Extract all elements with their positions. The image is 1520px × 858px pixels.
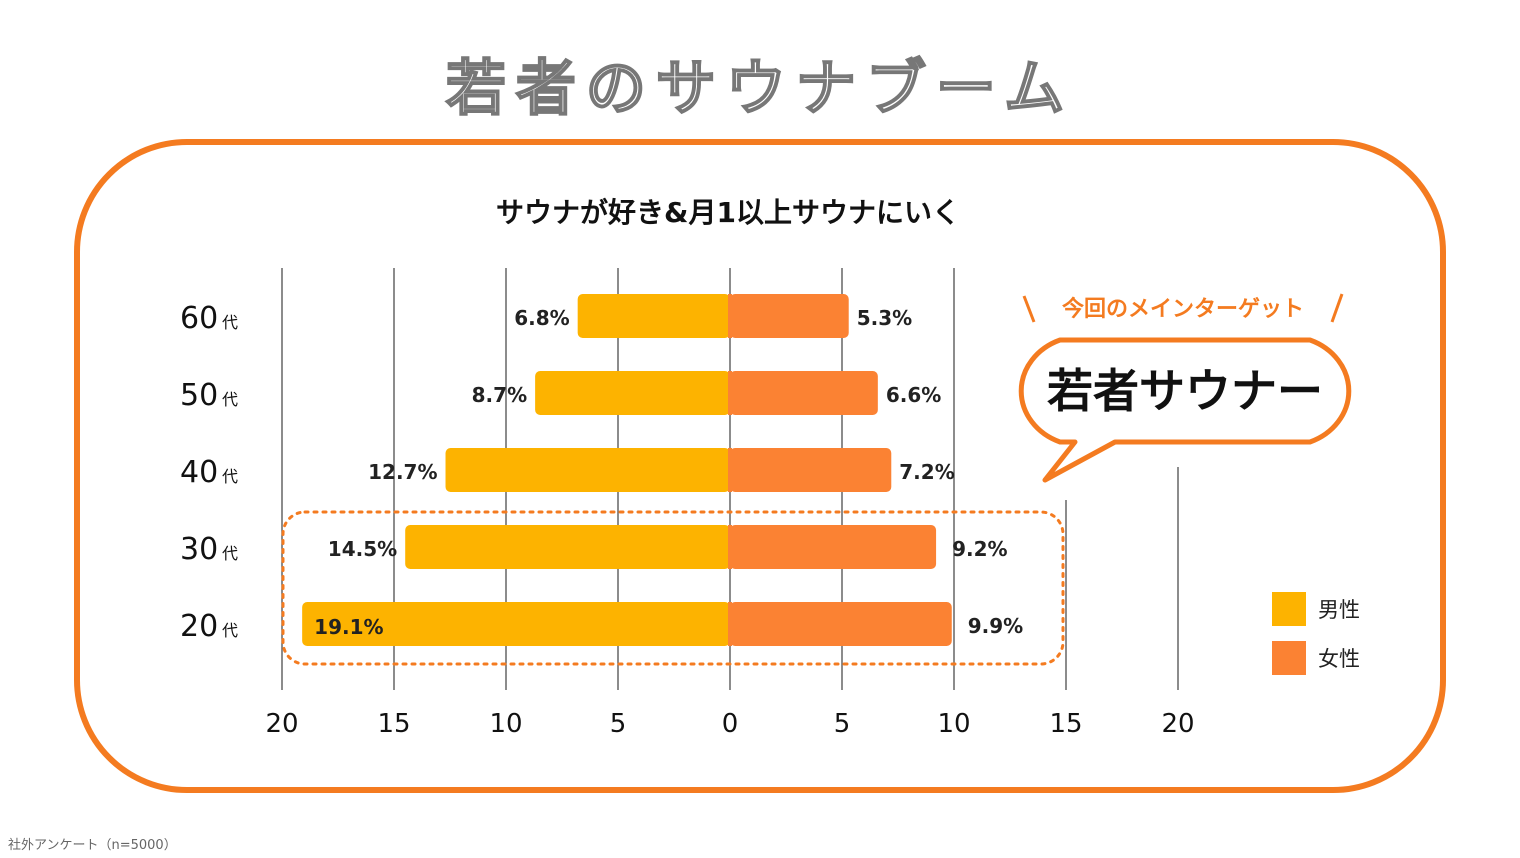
y-category-number: 20	[180, 609, 218, 644]
x-tick-label: 15	[377, 709, 410, 739]
x-tick-label: 0	[722, 709, 739, 739]
bar-female	[730, 371, 878, 415]
slash-right-icon	[1330, 293, 1344, 323]
y-category-suffix: 代	[222, 467, 238, 486]
chart-title: サウナが好き&月1以上サウナにいく	[496, 196, 960, 229]
bar-joint	[728, 371, 732, 415]
bar-joint	[728, 448, 732, 492]
data-label-female: 9.9%	[968, 614, 1023, 638]
legend-label-female: 女性	[1318, 647, 1360, 671]
data-label-female: 9.2%	[952, 537, 1007, 561]
slash-left-icon	[1022, 295, 1036, 323]
data-label-female: 7.2%	[899, 460, 954, 484]
callout-text: 若者サウナー	[1047, 364, 1323, 418]
callout-heading: 今回のメインターゲット	[1062, 296, 1304, 322]
bar-male	[445, 448, 730, 492]
bar-joint	[728, 602, 732, 646]
data-label-female: 5.3%	[857, 306, 912, 330]
bar-female	[730, 602, 952, 646]
legend-swatch-female	[1272, 641, 1306, 675]
bar-male	[302, 602, 730, 646]
legend-label-male: 男性	[1318, 598, 1360, 622]
x-tick-label: 10	[489, 709, 522, 739]
bar-female	[730, 448, 892, 492]
bar-female	[730, 294, 849, 338]
y-category-number: 60	[180, 301, 218, 336]
data-label-male: 6.8%	[514, 306, 569, 330]
speech-bubble	[1018, 337, 1352, 483]
bar-joint	[728, 294, 732, 338]
data-label-male: 19.1%	[314, 615, 383, 639]
highlight-box	[281, 510, 1065, 666]
bar-male	[577, 294, 730, 338]
x-tick-label: 10	[937, 709, 970, 739]
bar-male	[405, 525, 730, 569]
y-category-suffix: 代	[222, 313, 238, 332]
x-tick-label: 15	[1049, 709, 1082, 739]
data-label-female: 6.6%	[886, 383, 941, 407]
bar-joint	[728, 525, 732, 569]
x-tick-label: 5	[610, 709, 627, 739]
bar-female	[730, 525, 937, 569]
y-category-suffix: 代	[222, 390, 238, 409]
y-category-number: 50	[180, 378, 218, 413]
y-category-number: 30	[180, 532, 218, 567]
data-label-male: 8.7%	[472, 383, 527, 407]
x-tick-label: 20	[1161, 709, 1194, 739]
data-label-male: 12.7%	[368, 460, 437, 484]
y-category-number: 40	[180, 455, 218, 490]
frame	[74, 139, 1446, 793]
x-tick-label: 5	[834, 709, 851, 739]
source-note: 社外アンケート（n=5000）	[8, 838, 177, 853]
y-category-suffix: 代	[222, 544, 238, 563]
legend-swatch-male	[1272, 592, 1306, 626]
y-category-suffix: 代	[222, 621, 238, 640]
data-label-male: 14.5%	[328, 537, 397, 561]
x-tick-label: 20	[265, 709, 298, 739]
bar-male	[535, 371, 730, 415]
page-title: 若者のサウナブーム	[445, 53, 1075, 125]
